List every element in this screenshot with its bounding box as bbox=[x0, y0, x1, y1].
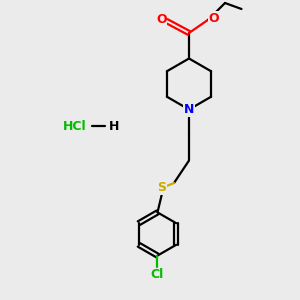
Text: O: O bbox=[208, 11, 219, 25]
Text: Cl: Cl bbox=[151, 268, 164, 281]
Text: HCl: HCl bbox=[63, 119, 87, 133]
Text: O: O bbox=[156, 13, 167, 26]
Text: N: N bbox=[184, 103, 194, 116]
Text: H: H bbox=[109, 119, 119, 133]
Text: S: S bbox=[158, 181, 166, 194]
